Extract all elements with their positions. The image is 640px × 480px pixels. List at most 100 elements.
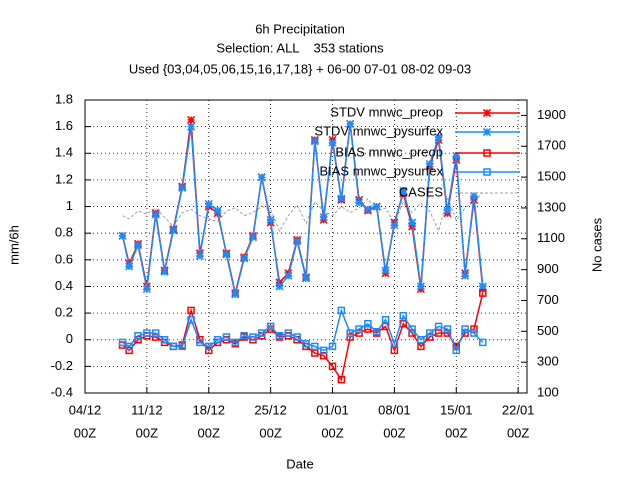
data-point — [160, 335, 169, 344]
data-point — [134, 331, 142, 340]
data-point — [354, 198, 364, 207]
data-point — [151, 333, 160, 341]
chart-subtitle: Used {03,04,05,06,15,16,17,18} + 06-00 0… — [129, 61, 471, 76]
legend-label: STDV mnwc_preop — [330, 104, 443, 119]
y-tick-label: 1.8 — [55, 91, 73, 106]
data-point — [461, 325, 469, 333]
data-point — [390, 221, 399, 230]
data-point — [355, 325, 363, 333]
data-point — [293, 333, 301, 341]
y2-tick-label: 1500 — [537, 169, 566, 184]
chart-title: 6h Precipitation — [255, 21, 345, 36]
data-point — [240, 254, 249, 263]
data-point — [470, 329, 478, 337]
data-point — [248, 233, 258, 242]
data-point — [142, 285, 151, 294]
legend-marker — [483, 168, 491, 176]
y2-tick-label: 300 — [537, 354, 559, 369]
legend-marker — [483, 149, 491, 157]
data-point — [160, 267, 169, 276]
data-point — [461, 271, 470, 280]
data-point — [408, 218, 417, 227]
data-point — [346, 329, 354, 337]
legend-label: BIAS mnwc_pysurfex — [319, 163, 443, 178]
y2-tick-label: 1300 — [537, 199, 566, 214]
x-tick-label: 00Z — [136, 425, 158, 440]
y-tick-label: 1 — [66, 198, 73, 213]
data-point — [143, 329, 151, 337]
y-tick-label: -0.2 — [51, 358, 73, 373]
legend-label: CASES — [399, 184, 443, 199]
data-point — [213, 206, 222, 215]
data-point — [346, 119, 355, 129]
y2-tick-label: 100 — [537, 384, 559, 399]
y2-tick-label: 500 — [537, 323, 559, 338]
data-point — [452, 346, 461, 355]
legend-marker — [482, 127, 492, 137]
data-point — [337, 194, 346, 203]
x-tick-label: 22/01 — [502, 402, 535, 417]
data-point — [178, 183, 187, 192]
data-point — [443, 206, 452, 215]
y-tick-label: 0.2 — [55, 305, 73, 320]
x-tick-label: 01/01 — [316, 402, 349, 417]
data-point — [187, 115, 196, 125]
series-line — [122, 307, 484, 353]
data-point — [284, 329, 293, 337]
x-tick-label: 00Z — [383, 425, 405, 440]
data-point — [187, 306, 195, 315]
data-point — [381, 266, 390, 275]
data-point — [319, 213, 328, 222]
y-tick-label: 0.4 — [55, 278, 73, 293]
x-tick-label: 00Z — [259, 425, 281, 440]
data-point — [372, 202, 381, 211]
data-point — [381, 316, 390, 324]
x-tick-label: 00Z — [198, 425, 220, 440]
x-tick-label: 00Z — [74, 425, 96, 440]
legend-marker — [482, 108, 492, 118]
data-point — [222, 333, 231, 341]
data-point — [416, 282, 425, 291]
x-tick-label: 08/01 — [378, 402, 411, 417]
data-point — [178, 342, 186, 351]
data-point — [311, 342, 319, 351]
data-point — [328, 342, 337, 351]
data-point — [364, 319, 372, 328]
data-point — [469, 191, 479, 200]
y2-tick-label: 1100 — [537, 230, 565, 245]
data-point — [408, 325, 416, 333]
series-line — [122, 192, 484, 233]
data-point — [133, 241, 143, 250]
data-point — [222, 250, 231, 259]
data-point — [426, 333, 434, 341]
y-axis-label: mm/6h — [6, 225, 21, 265]
y-tick-label: 1.2 — [55, 171, 73, 186]
x-tick-label: 04/12 — [69, 402, 102, 417]
data-point — [151, 329, 160, 337]
x-axis-label: Date — [286, 456, 313, 471]
data-point — [205, 342, 213, 351]
y-tick-label: 0.6 — [55, 251, 73, 266]
y-tick-label: 0.8 — [55, 225, 73, 240]
data-point — [125, 346, 133, 355]
data-point — [240, 331, 248, 340]
data-point — [390, 339, 399, 348]
y-tick-label: -0.4 — [51, 384, 73, 399]
data-point — [151, 210, 160, 219]
plot-frame — [84, 99, 528, 394]
x-tick-label: 00Z — [445, 425, 467, 440]
data-point — [275, 331, 284, 340]
data-point — [195, 251, 204, 260]
x-tick-label: 25/12 — [254, 402, 287, 417]
data-point — [346, 333, 354, 341]
series-line — [121, 123, 484, 295]
data-point — [205, 346, 213, 355]
legend-label: BIAS mnwc_preop — [335, 144, 443, 159]
data-point — [426, 329, 434, 337]
data-point — [399, 312, 407, 320]
data-point — [302, 339, 310, 348]
legend-label: STDV mnwc_pysurfex — [314, 123, 443, 138]
y2-axis-label: No cases — [589, 217, 604, 272]
